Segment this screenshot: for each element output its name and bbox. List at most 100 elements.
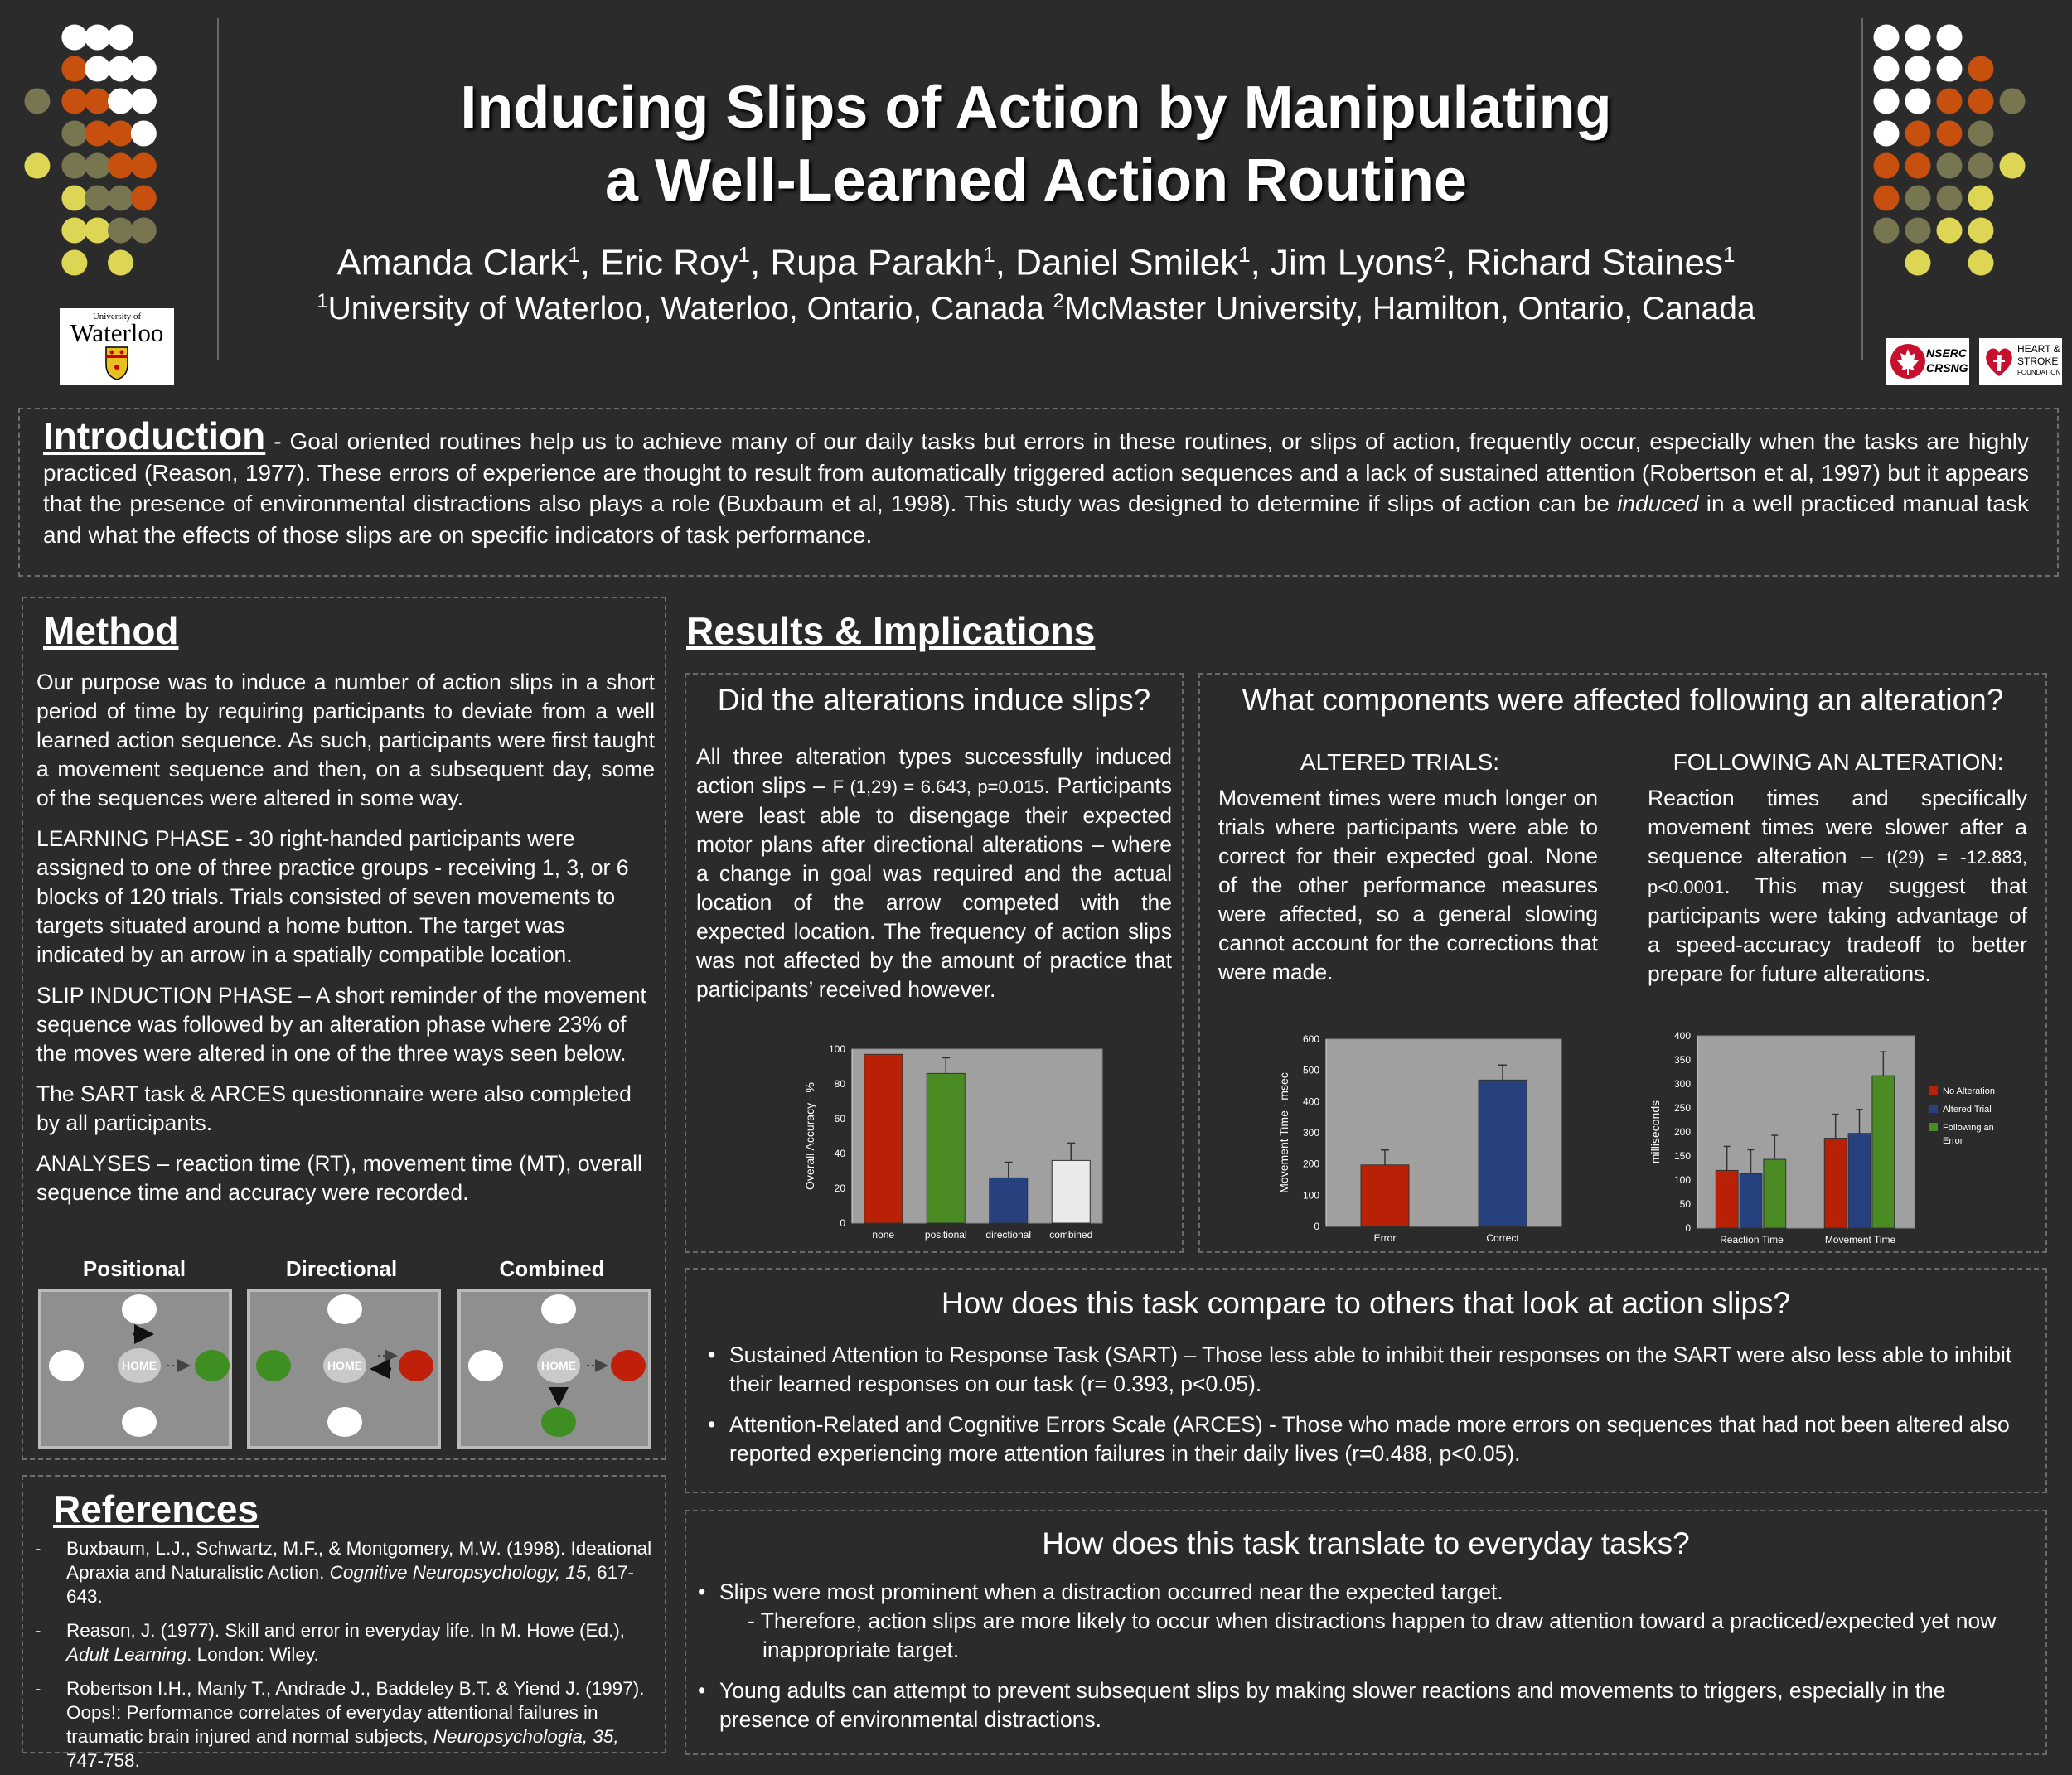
decor-dot — [1936, 24, 1963, 51]
reference-dash: - — [35, 1678, 41, 1699]
altered-trials-text: Movement times were much longer on trial… — [1218, 786, 1598, 984]
reference-item: - Buxbaum, L.J., Schwartz, M.F., & Montgo… — [35, 1536, 658, 1608]
y-axis-label: milliseconds — [1648, 1100, 1662, 1163]
reference-item: - Reason, J. (1977). Skill and error in e… — [35, 1618, 658, 1666]
decor-dot — [108, 152, 134, 179]
decor-dot — [1936, 217, 1963, 244]
components-panel: What components were affected following … — [1198, 673, 2047, 1253]
affiliation-name: University of Waterloo, Waterloo, Ontari… — [327, 291, 1053, 326]
y-tick-label: 300 — [1674, 1078, 1691, 1090]
diagram-positional: HOME — [38, 1289, 232, 1449]
following-text: Reaction times and specifically movement… — [1648, 784, 2027, 989]
compare-bullet-2: • Attention-Related and Cognitive Errors … — [708, 1412, 2010, 1466]
author-separator: , — [1250, 242, 1271, 283]
decor-dot — [85, 88, 111, 114]
maple-leaf-icon — [1890, 344, 1925, 379]
x-tick-label: Correct — [1486, 1232, 1519, 1244]
x-tick-label: none — [872, 1229, 894, 1241]
home-label: HOME — [541, 1359, 576, 1372]
affiliation-list: 1University of Waterloo, Waterloo, Ontar… — [249, 290, 1823, 327]
legend-label: Altered Trial — [1943, 1105, 1992, 1115]
slips-stat: F (1,29) = 6.643, p=0.015 — [832, 776, 1044, 797]
reference-text-end: 747-758. — [66, 1750, 140, 1771]
x-tick-label: Error — [1374, 1232, 1397, 1244]
reference-text: Robertson I.H., Manly T., Andrade J., Ba… — [66, 1678, 645, 1747]
legend-swatch — [1929, 1105, 1938, 1113]
decor-dot — [61, 249, 88, 276]
home-label: HOME — [122, 1359, 157, 1372]
decor-dot — [1873, 56, 1900, 82]
learning-phase-label: LEARNING PHASE — [36, 826, 230, 851]
slips-text-a: All three alteration types successfully … — [696, 744, 1172, 798]
decor-dot — [1936, 152, 1963, 179]
decor-dot — [108, 88, 134, 114]
compare-bullet-2-text: Attention-Related and Cognitive Errors S… — [729, 1412, 2010, 1466]
introduction-heading: Introduction — [43, 414, 266, 457]
decor-dot — [130, 120, 157, 147]
y-tick-label: 0 — [840, 1217, 845, 1229]
movement-time-chart: 0 100 200 300 400 500 600 Movement Time - msec E… — [1277, 1033, 1562, 1244]
diagram-label-combined: Combined — [499, 1256, 605, 1281]
x-tick-label: combined — [1049, 1229, 1092, 1241]
analyses-label: ANALYSES — [36, 1151, 151, 1176]
decor-dot — [85, 120, 111, 147]
everyday-heading: How does this task translate to everyday… — [1042, 1526, 1690, 1560]
method-sart: The SART task & ARCES questionnaire were… — [36, 1081, 632, 1135]
decor-dot — [1905, 152, 1931, 179]
slip-phase-text: – A short reminder of the movement seque… — [36, 983, 646, 1066]
method-learning: LEARNING PHASE - 30 right-handed partici… — [36, 825, 655, 970]
poster-title-line1: Inducing Slips of Action by Manipulating — [460, 75, 1612, 141]
method-body: Our purpose was to induce a number of ac… — [36, 668, 655, 1207]
decor-dot — [61, 185, 88, 211]
y-tick-label: 600 — [1303, 1033, 1319, 1045]
header: Inducing Slips of Action by Manipulating… — [0, 0, 2072, 389]
y-tick-label: 100 — [1674, 1174, 1691, 1186]
decor-dot — [1936, 56, 1963, 82]
introduction-text-b: in a well practiced manual task and what… — [43, 491, 2029, 548]
components-heading: What components were affected following … — [1242, 683, 2004, 717]
compare-heading: How does this task compare to others tha… — [941, 1286, 1791, 1320]
decor-dot — [108, 249, 134, 276]
decor-dot — [1905, 217, 1931, 244]
y-axis-label: Overall Accuracy - % — [803, 1082, 816, 1190]
bar — [1871, 1075, 1895, 1229]
everyday-bullet-2-text: Young adults can attempt to prevent subs… — [719, 1678, 1946, 1732]
reference-text-end: . London: Wiley. — [186, 1644, 319, 1665]
decor-dot — [85, 56, 111, 82]
header-divider-left — [217, 18, 219, 360]
y-tick-label: 200 — [1303, 1158, 1319, 1170]
heart-stroke-logo: HEART & STROKE FOUNDATION — [1979, 338, 2062, 385]
method-slip-induction: SLIP INDUCTION PHASE – A short reminder … — [36, 981, 655, 1068]
reference-item: - Robertson I.H., Manly T., Andrade J., B… — [35, 1676, 658, 1773]
decor-dot — [1936, 185, 1963, 211]
author-separator: , — [579, 242, 601, 283]
reference-source: Neuropsychologia, 35, — [433, 1726, 619, 1747]
waterloo-logo-text: Waterloo — [70, 318, 164, 347]
decor-dot — [1873, 120, 1900, 147]
analyses-text: – reaction time (RT), movement time (MT)… — [36, 1151, 642, 1205]
diagram-directional: HOME — [247, 1289, 441, 1449]
decor-dot — [61, 217, 88, 244]
slips-text: All three alteration types successfully … — [696, 742, 1172, 1004]
crsng-text: CRSNG — [1926, 361, 1968, 375]
header-divider-right — [1861, 18, 1863, 360]
x-tick-label: directional — [985, 1229, 1031, 1241]
reference-source: Adult Learning — [66, 1644, 187, 1665]
decor-dot — [108, 120, 134, 147]
author-affiliation-mark: 1 — [1723, 242, 1736, 267]
rt-mt-chart: 0 50 100 150 200 250 300 350 400 milliseconds Reac… — [1648, 1030, 2017, 1245]
heart-icon — [1986, 348, 2012, 376]
y-axis-label: Movement Time - msec — [1277, 1072, 1290, 1192]
decor-dot — [1905, 88, 1931, 114]
decor-dot — [130, 185, 157, 211]
bar — [1823, 1138, 1847, 1229]
decor-dot — [1873, 152, 1900, 179]
legend-label-cont: Error — [1943, 1136, 1963, 1146]
bar — [1847, 1133, 1871, 1229]
author-name: Daniel Smilek — [1015, 242, 1239, 283]
author-name: Jim Lyons — [1271, 242, 1434, 283]
bar — [1051, 1159, 1091, 1224]
author-name: Rupa Parakh — [770, 242, 984, 283]
author-separator: , — [749, 242, 771, 283]
y-tick-label: 100 — [1303, 1189, 1319, 1201]
